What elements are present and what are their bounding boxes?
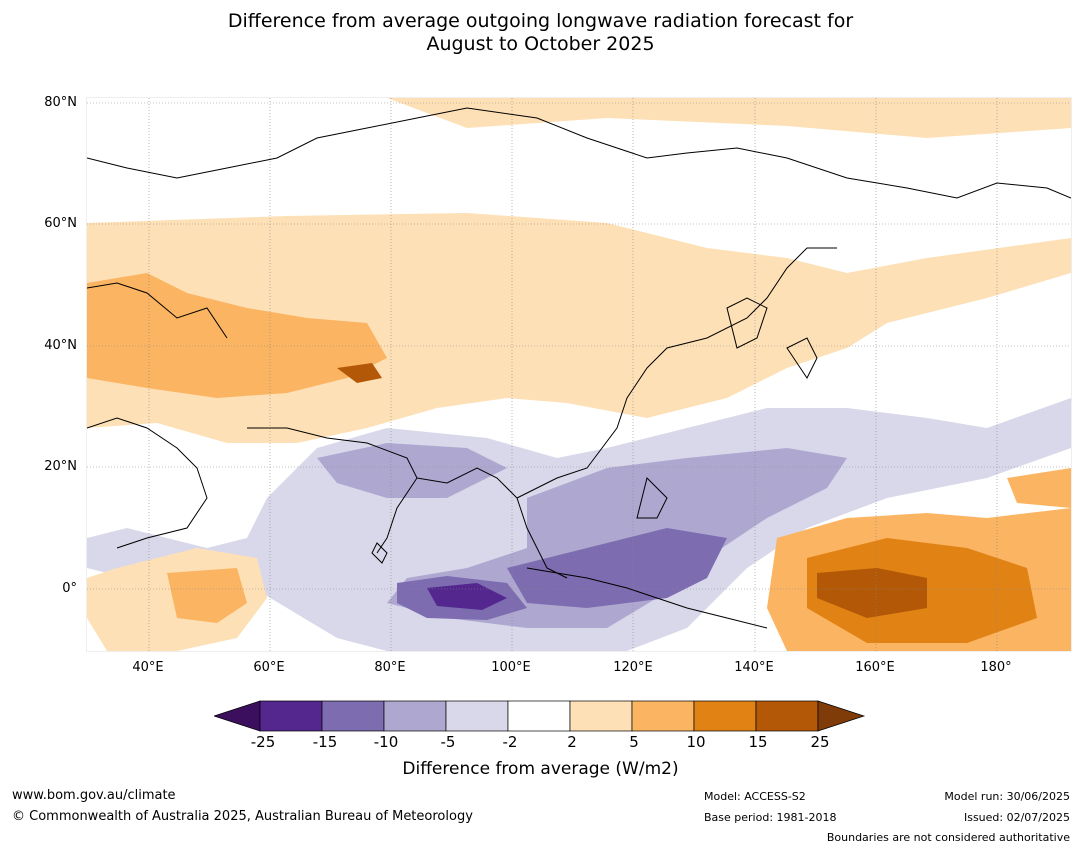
copyright-notice: © Commonwealth of Australia 2025, Austra… [12, 809, 473, 824]
colorbar-cell [569, 700, 633, 732]
lon-label-80e: 80°E [374, 660, 406, 675]
colorbar-tick: -2 [502, 733, 518, 751]
colorbar-cell [631, 700, 695, 732]
colorbar-tick: -10 [373, 733, 399, 751]
lon-label-140e: 140°E [734, 660, 774, 675]
model-run-date: Model run: 30/06/2025 [944, 790, 1070, 803]
colorbar-tick: 10 [686, 733, 706, 751]
colorbar-cell [507, 700, 571, 732]
lon-label-100e: 100°E [491, 660, 531, 675]
colorbar-tick: -25 [250, 733, 276, 751]
title-line-1: Difference from average outgoing longwav… [227, 10, 854, 32]
model-name: Model: ACCESS-S2 [704, 790, 806, 803]
olr-anomaly-map [86, 97, 1072, 652]
coastlines [87, 107, 1071, 629]
map-canvas [87, 98, 1071, 651]
title-line-2: August to October 2025 [426, 33, 655, 55]
colorbar-label: Difference from average (W/m2) [402, 759, 679, 779]
colorbar-cell [755, 700, 819, 732]
colorbar-cell [321, 700, 385, 732]
boundaries-disclaimer: Boundaries are not considered authoritat… [826, 831, 1070, 844]
colorbar-tick: 25 [810, 733, 830, 751]
lon-label-120e: 120°E [613, 660, 653, 675]
colorbar-cell [383, 700, 447, 732]
lat-label-60n: 60°N [44, 216, 77, 231]
lon-label-160e: 160°E [855, 660, 895, 675]
colorbar-extend-high [817, 700, 866, 732]
colorbar-tick: -5 [440, 733, 456, 751]
lat-label-40n: 40°N [44, 338, 77, 353]
base-period: Base period: 1981-2018 [704, 811, 837, 824]
colorbar-cell [445, 700, 509, 732]
graticule [87, 98, 1071, 651]
issued-date: Issued: 02/07/2025 [963, 811, 1070, 824]
lon-label-40e: 40°E [132, 660, 164, 675]
colorbar-tick: 5 [629, 733, 639, 751]
lon-label-60e: 60°E [253, 660, 285, 675]
colorbar-cell [693, 700, 757, 732]
lon-label-180: 180° [980, 660, 1012, 675]
lat-label-0: 0° [62, 581, 77, 596]
website-link[interactable]: www.bom.gov.au/climate [12, 788, 176, 803]
anomaly-shading [87, 98, 1071, 651]
colorbar-cell [259, 700, 323, 732]
chart-title: Difference from average outgoing longwav… [0, 10, 1081, 56]
colorbar-extend-low [214, 700, 261, 732]
lat-label-80n: 80°N [44, 95, 77, 110]
colorbar [214, 700, 866, 732]
colorbar-tick: 2 [567, 733, 577, 751]
colorbar-tick: -15 [312, 733, 338, 751]
lat-label-20n: 20°N [44, 459, 77, 474]
colorbar-tick: 15 [748, 733, 768, 751]
